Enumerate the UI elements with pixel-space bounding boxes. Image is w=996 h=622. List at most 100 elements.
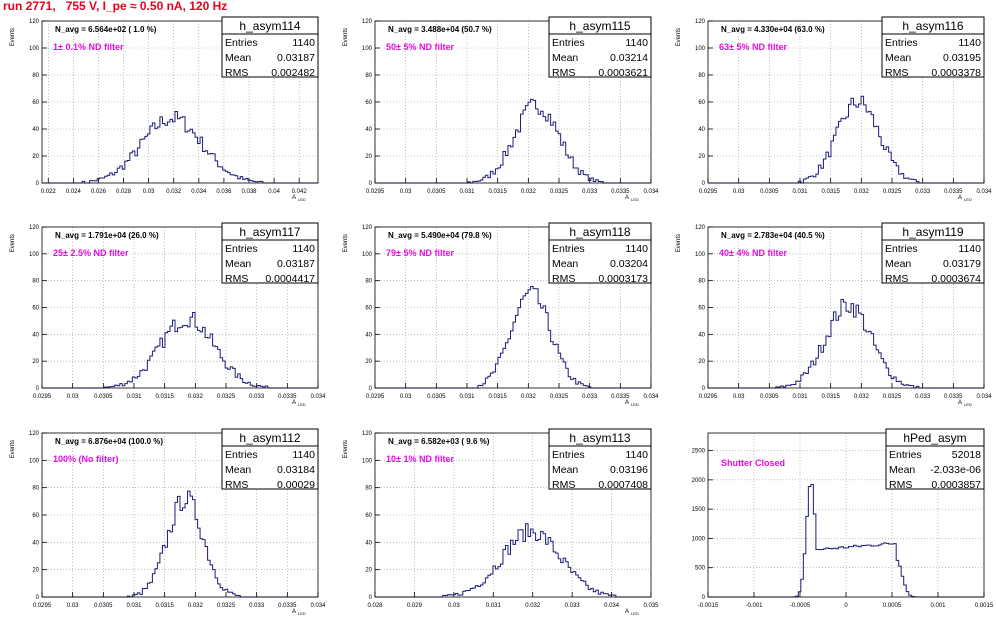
stats-label-entries: Entries — [225, 37, 258, 49]
stats-box — [221, 16, 319, 78]
x-axis-label: A LED — [958, 400, 972, 407]
plot-frame — [374, 20, 652, 184]
histogram-line — [375, 285, 651, 389]
x-tick-label: 0.0315 — [488, 394, 507, 400]
x-tick-label: 0.03 — [400, 189, 412, 195]
stats-label-rms: RMS — [225, 273, 248, 285]
x-tick-label: 0.03 — [733, 189, 745, 195]
filter-annotation: 79± 5% ND filter — [386, 248, 454, 258]
x-tick-label: 0.034 — [604, 603, 620, 609]
stats-value-mean: 0.03187 — [277, 52, 315, 64]
histogram-panel: 0.0295 0.03 0.0305 0.031 0.0315 0.032 0.0325 0.… — [676, 222, 992, 407]
filter-annotation: 63± 5% ND filter — [719, 42, 787, 52]
stats-label-mean: Mean — [225, 464, 251, 476]
stats-box — [881, 16, 985, 78]
x-axis-label-sub: LED — [631, 197, 639, 202]
x-tick-label: 0.0335 — [611, 394, 630, 400]
stats-label-entries: Entries — [552, 243, 585, 255]
filter-annotation: 1± 0.1% ND filter — [53, 42, 124, 52]
y-tick-label: 120 — [29, 19, 40, 25]
x-tick-label: 0.0305 — [760, 189, 779, 195]
y-tick-label: 100 — [29, 46, 40, 52]
stats-label-rms: RMS — [885, 273, 908, 285]
y-tick-label: 0 — [36, 181, 40, 187]
stats-label-rms: RMS — [552, 479, 575, 491]
x-axis-label-sub: LED — [964, 197, 972, 202]
y-tick-label: 60 — [32, 100, 39, 106]
x-tick-label: 0.033 — [249, 603, 265, 609]
histogram-line — [375, 98, 651, 184]
x-axis-label-main: A — [292, 195, 296, 201]
filter-annotation: 100% (No filter) — [53, 454, 119, 464]
x-axis-label-sub: LED — [298, 611, 306, 616]
x-tick-label: 0.0335 — [278, 394, 297, 400]
stats-box — [548, 222, 652, 284]
x-tick-label: 0.032 — [854, 394, 870, 400]
y-tick-label: 40 — [365, 332, 372, 338]
stats-value-entries: 1140 — [625, 449, 648, 461]
histogram-name: h_asym112 — [239, 431, 300, 445]
stats-value-mean: 0.03195 — [943, 52, 981, 64]
stats-value-rms: 0.0004417 — [265, 273, 315, 285]
x-axis-label: A LED — [958, 195, 972, 202]
x-tick-label: 0.029 — [407, 603, 423, 609]
x-tick-label: 0.032 — [166, 189, 182, 195]
y-axis-label: Events — [10, 234, 16, 252]
x-tick-label: 0.03 — [67, 603, 79, 609]
y-tick-label: 0 — [702, 181, 706, 187]
x-tick-label: 0.03 — [67, 394, 79, 400]
x-tick-label: 0.034 — [976, 394, 992, 400]
navg-label: N_avg = 6.876e+04 (100.0 %) — [55, 437, 163, 446]
x-tick-label: 0.033 — [582, 189, 598, 195]
histogram-name: h_asym113 — [569, 431, 630, 445]
x-tick-label: 0.032 — [188, 603, 204, 609]
stats-value-entries: 52018 — [952, 449, 981, 461]
y-tick-label: 60 — [698, 100, 705, 106]
x-axis-label-sub: LED — [298, 197, 306, 202]
x-tick-label: 0.033 — [565, 603, 581, 609]
stats-value-rms: 0.0003173 — [598, 273, 648, 285]
stats-value-rms: 0.0003621 — [598, 67, 648, 79]
y-tick-label: 100 — [695, 46, 706, 52]
y-tick-label: 40 — [32, 332, 39, 338]
y-tick-label: 60 — [365, 306, 372, 312]
filter-annotation: 40± 4% ND filter — [719, 248, 787, 258]
y-tick-label: 0 — [369, 181, 373, 187]
x-tick-label: 0.03 — [143, 189, 155, 195]
x-tick-label: 0.03 — [448, 603, 460, 609]
x-tick-label: 0.0335 — [611, 189, 630, 195]
stats-box — [548, 428, 652, 490]
y-tick-label: 20 — [365, 568, 372, 574]
histogram-line — [375, 523, 651, 598]
y-tick-label: 0 — [369, 595, 373, 601]
y-tick-label: 80 — [365, 279, 372, 285]
x-tick-label: 0.0315 — [155, 603, 174, 609]
histogram-name: h_asym116 — [902, 19, 963, 33]
stats-label-mean: Mean — [885, 258, 911, 270]
y-tick-label: 0 — [36, 386, 40, 392]
navg-label: N_avg = 2.783e+04 (40.5 %) — [721, 231, 825, 240]
x-tick-label: 0.031 — [486, 603, 502, 609]
y-tick-label: 120 — [695, 225, 706, 231]
stats-value-rms: 0.0003857 — [931, 479, 981, 491]
y-tick-label: 0 — [702, 386, 706, 392]
y-tick-label: 120 — [362, 225, 373, 231]
x-axis-label-main: A — [625, 400, 629, 406]
stats-value-rms: 0.0003674 — [931, 273, 981, 285]
x-tick-label: 0.031 — [792, 189, 808, 195]
x-tick-label: 0.031 — [126, 603, 142, 609]
histogram-panel: 0.022 0.024 0.026 0.028 0.03 0.032 0.034 0.036 0… — [10, 16, 319, 202]
x-tick-label: 0.03 — [733, 394, 745, 400]
x-axis-label-main: A — [958, 195, 962, 201]
histogram-panel: 0.0295 0.03 0.0305 0.031 0.0315 0.032 0.0325 0.… — [343, 16, 659, 202]
x-axis-label-sub: LED — [631, 611, 639, 616]
y-tick-label: 80 — [32, 73, 39, 79]
histogram-line — [708, 95, 984, 184]
stats-value-entries: 1140 — [292, 449, 315, 461]
stats-value-rms: 0.00029 — [277, 479, 315, 491]
y-tick-label: 80 — [365, 73, 372, 79]
plot-frame — [41, 432, 319, 598]
navg-label: N_avg = 5.490e+04 (79.8 %) — [388, 231, 492, 240]
x-tick-label: 0.032 — [521, 394, 537, 400]
stats-label-mean: Mean — [552, 52, 578, 64]
